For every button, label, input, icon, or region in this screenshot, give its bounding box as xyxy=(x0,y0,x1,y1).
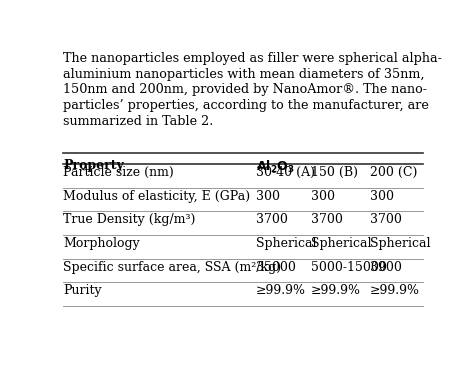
Text: 5000-15000: 5000-15000 xyxy=(311,261,387,274)
Text: Spherical: Spherical xyxy=(370,237,430,250)
Text: 300: 300 xyxy=(256,190,280,202)
Text: 3900: 3900 xyxy=(370,261,401,274)
Text: 30-40 (A): 30-40 (A) xyxy=(256,166,315,179)
Text: ≥99.9%: ≥99.9% xyxy=(311,284,361,297)
Text: 300: 300 xyxy=(311,190,335,202)
Text: particles’ properties, according to the manufacturer, are: particles’ properties, according to the … xyxy=(63,99,429,112)
Text: 150 (B): 150 (B) xyxy=(311,166,358,179)
Text: aluminium nanoparticles with mean diameters of 35nm,: aluminium nanoparticles with mean diamet… xyxy=(63,68,424,81)
Text: 3700: 3700 xyxy=(370,213,401,226)
Text: 300: 300 xyxy=(370,190,394,202)
Text: Specific surface area, SSA (m²/kg): Specific surface area, SSA (m²/kg) xyxy=(63,261,281,274)
Text: True Density (kg/m³): True Density (kg/m³) xyxy=(63,213,195,226)
Text: 3700: 3700 xyxy=(256,213,288,226)
Text: The nanoparticles employed as filler were spherical alpha-: The nanoparticles employed as filler wer… xyxy=(63,52,442,65)
Text: Particle size (nm): Particle size (nm) xyxy=(63,166,173,179)
Text: summarized in Table 2.: summarized in Table 2. xyxy=(63,115,213,128)
Text: Spherical: Spherical xyxy=(256,237,316,250)
Text: ≥99.9%: ≥99.9% xyxy=(370,284,419,297)
Text: 35000: 35000 xyxy=(256,261,296,274)
Text: ≥99.9%: ≥99.9% xyxy=(256,284,306,297)
Text: 200 (C): 200 (C) xyxy=(370,166,417,179)
Text: 150nm and 200nm, provided by NanoAmor®. The nano-: 150nm and 200nm, provided by NanoAmor®. … xyxy=(63,83,427,96)
Text: Property: Property xyxy=(63,159,124,172)
Text: Purity: Purity xyxy=(63,284,101,297)
Text: Spherical: Spherical xyxy=(311,237,372,250)
Text: $\mathbf{Al_2O_3}$: $\mathbf{Al_2O_3}$ xyxy=(256,159,294,175)
Text: 3700: 3700 xyxy=(311,213,343,226)
Text: Modulus of elasticity, E (GPa): Modulus of elasticity, E (GPa) xyxy=(63,190,250,202)
Text: Morphology: Morphology xyxy=(63,237,140,250)
